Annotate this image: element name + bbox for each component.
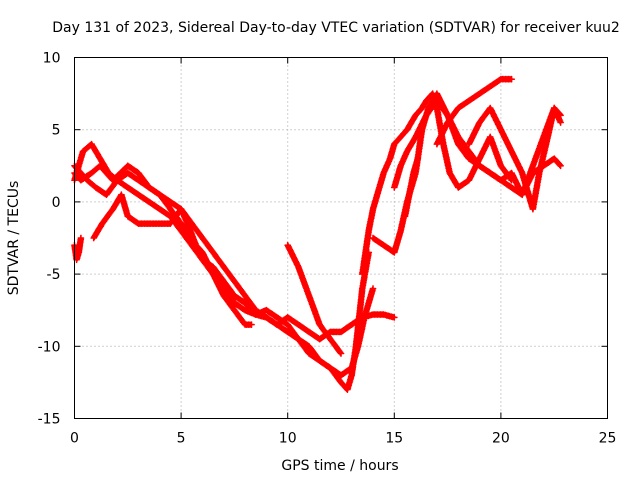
axis-ticks: 0 5 10 15 20 25 -15 -10 -5 0 5 10 <box>38 51 617 447</box>
series-track-12 <box>401 155 422 220</box>
x-tick-label: 10 <box>279 431 297 447</box>
y-axis-label: SDTVAR / TECUs <box>6 181 22 296</box>
x-tick-label: 15 <box>385 431 403 447</box>
series-track-7 <box>358 90 515 278</box>
x-tick-label: 20 <box>492 431 510 447</box>
x-axis-label: GPS time / hours <box>281 458 398 474</box>
y-tick-label: -5 <box>47 267 61 283</box>
series-track-4 <box>90 191 255 328</box>
x-tick-label: 5 <box>177 431 186 447</box>
series-track-3 <box>71 162 398 343</box>
x-tick-label: 25 <box>599 431 617 447</box>
chart-title: Day 131 of 2023, Sidereal Day-to-day VTE… <box>52 20 620 36</box>
x-tick-label: 0 <box>70 431 79 447</box>
series-track-5 <box>71 234 85 264</box>
series-track-6 <box>284 241 345 357</box>
y-tick-label: -15 <box>38 412 61 428</box>
y-tick-label: 5 <box>52 123 61 139</box>
y-tick-label: 10 <box>43 51 61 67</box>
series-track-9 <box>390 97 564 199</box>
y-tick-label: 0 <box>52 195 61 211</box>
plot-frame <box>74 57 608 419</box>
grid <box>74 57 608 419</box>
y-tick-label: -10 <box>38 339 61 355</box>
data-series <box>71 75 564 393</box>
series-track-10 <box>433 75 515 148</box>
series-track-11 <box>465 104 564 213</box>
